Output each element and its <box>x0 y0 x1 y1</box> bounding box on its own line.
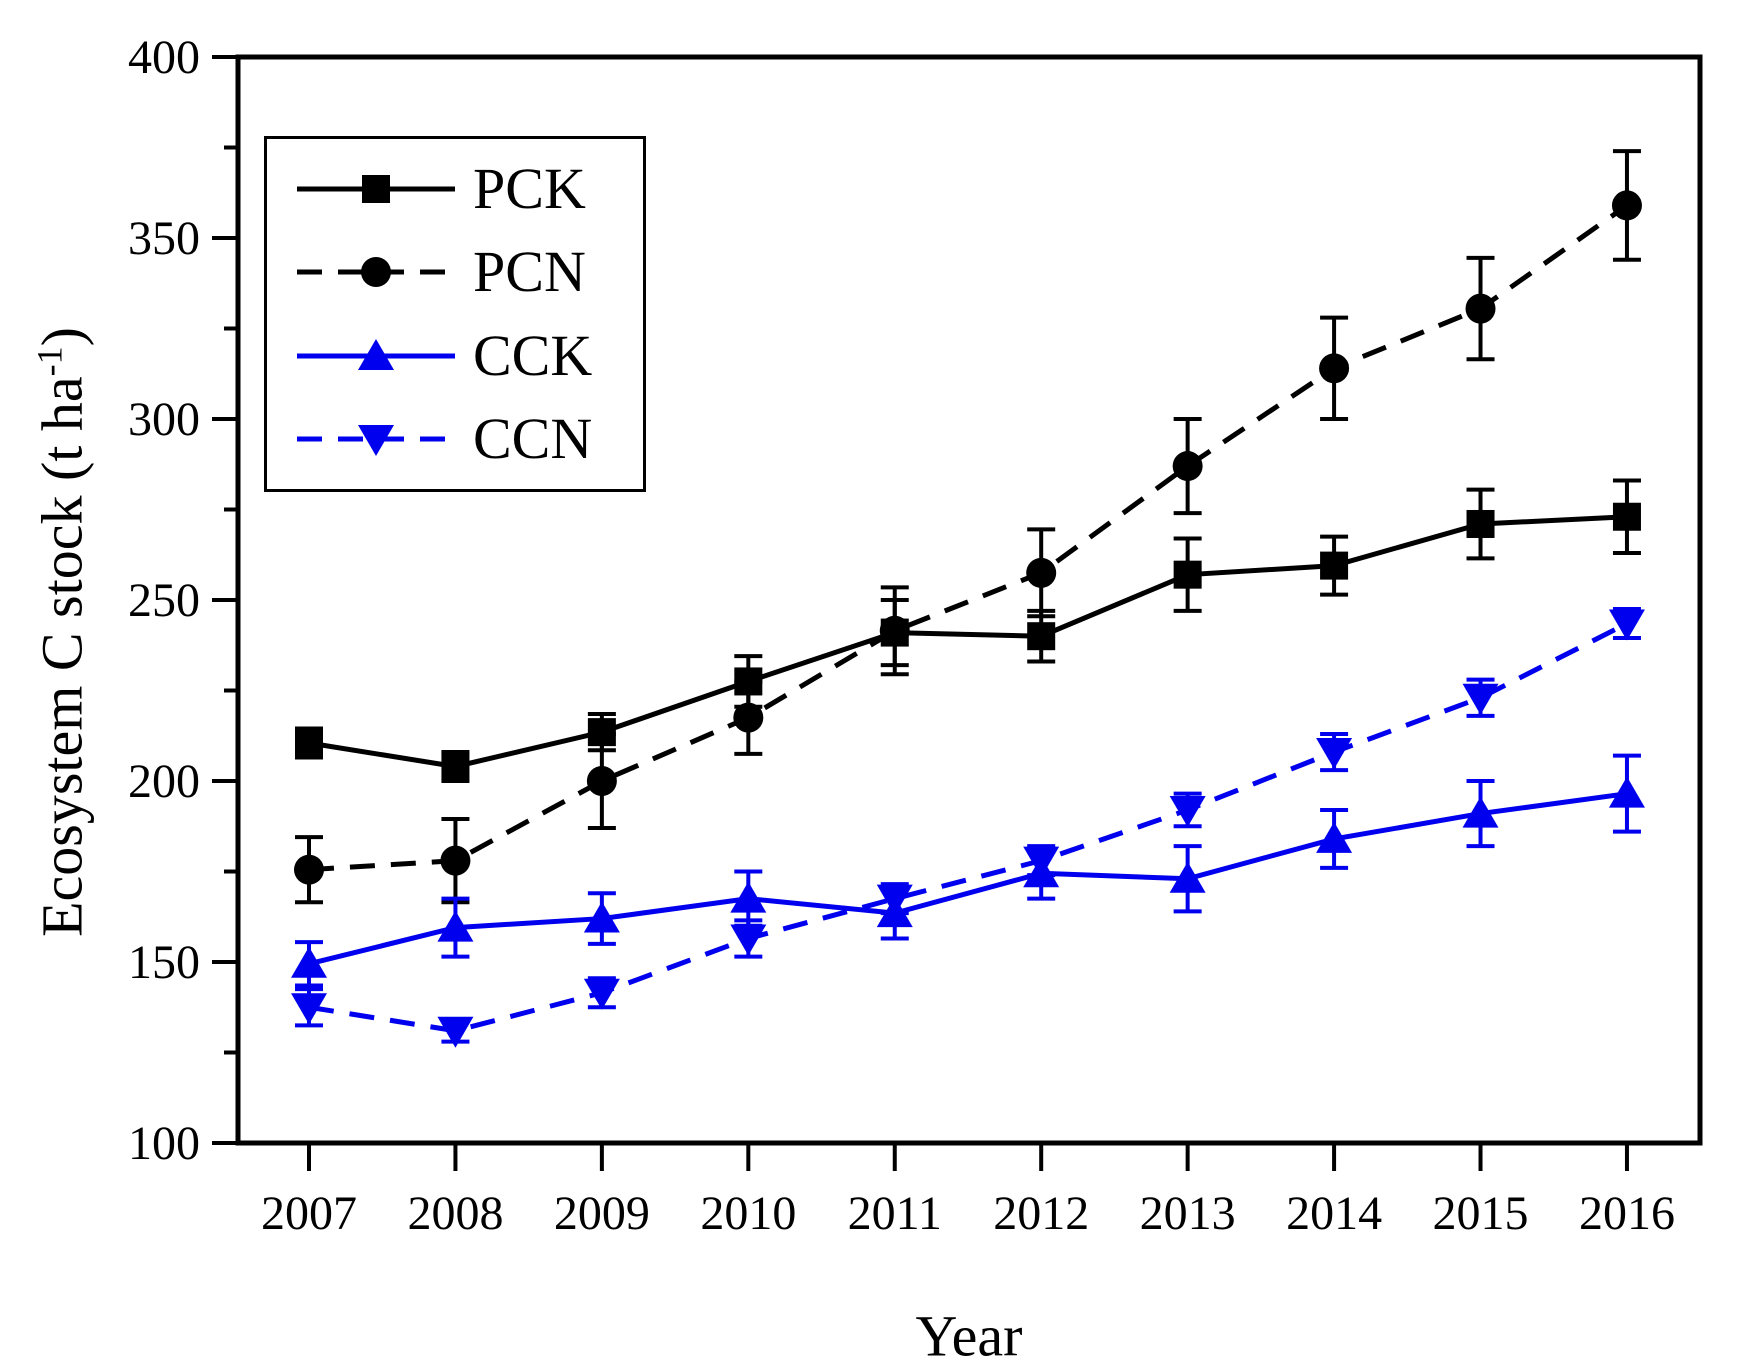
series-line <box>308 621 1629 1034</box>
y-tick-label: 400 <box>128 31 200 84</box>
y-tick-label: 200 <box>128 755 200 808</box>
triangle-down-marker <box>1169 795 1206 827</box>
circle-marker <box>294 854 324 885</box>
x-tick-label: 2013 <box>1140 1187 1236 1240</box>
triangle-down-marker <box>583 978 620 1010</box>
square-marker <box>1173 560 1202 589</box>
series-line <box>308 514 1628 770</box>
x-tick-label: 2008 <box>407 1187 503 1240</box>
triangle-up-marker <box>1316 821 1353 853</box>
pck-line-sample <box>297 174 455 203</box>
x-tick-label: 2007 <box>261 1187 357 1240</box>
legend-item-cck: CCK <box>267 325 643 387</box>
square-marker <box>1320 551 1349 580</box>
x-tick-label: 2012 <box>993 1187 1089 1240</box>
y-tick-label: 100 <box>128 1117 200 1170</box>
circle-marker <box>361 257 391 288</box>
triangle-down-marker <box>1023 846 1060 878</box>
legend-item-ccn: CCN <box>267 408 643 470</box>
circle-marker <box>879 615 910 646</box>
legend-label-ccn: CCN <box>473 406 593 472</box>
triangle-down-marker <box>730 924 767 956</box>
y-tick-label: 350 <box>128 212 200 265</box>
triangle-up-marker <box>291 946 327 978</box>
pcn-line-sample <box>297 257 455 288</box>
circle-marker <box>1026 557 1057 588</box>
circle-marker <box>733 702 764 733</box>
circle-marker <box>1319 353 1350 384</box>
square-marker <box>441 752 470 781</box>
x-tick-label: 2016 <box>1579 1187 1675 1240</box>
square-marker <box>1612 502 1641 531</box>
x-tick-label: 2015 <box>1433 1187 1529 1240</box>
square-marker <box>1466 509 1495 538</box>
square-marker <box>362 174 390 203</box>
ccn-line-sample <box>297 425 455 457</box>
circle-marker <box>586 766 617 796</box>
x-axis-label: Year <box>915 1303 1023 1368</box>
square-marker <box>1027 622 1056 651</box>
y-axis-label-text: Ecosystem C stock (t ha <box>29 376 95 937</box>
legend-label-pck: PCK <box>473 155 586 221</box>
x-tick-label: 2009 <box>554 1187 650 1240</box>
triangle-down-marker <box>1608 609 1645 641</box>
legend-item-pck: PCK <box>267 158 643 220</box>
series-ccn <box>291 607 1645 1048</box>
legend-item-pcn: PCN <box>267 241 643 303</box>
triangle-up-marker <box>358 338 394 370</box>
circle-marker <box>1172 451 1203 482</box>
triangle-down-marker <box>291 993 327 1025</box>
y-tick-label: 150 <box>128 936 200 989</box>
triangle-up-marker <box>1462 796 1499 828</box>
triangle-down-marker <box>1462 683 1499 715</box>
square-marker <box>295 728 323 757</box>
y-axis-label-close: ) <box>29 327 95 347</box>
x-tick-label: 2011 <box>848 1187 942 1240</box>
y-tick-label: 300 <box>128 393 200 446</box>
triangle-up-marker <box>583 901 620 933</box>
legend-label-pcn: PCN <box>473 239 586 305</box>
series-line <box>308 203 1629 873</box>
y-tick-label: 250 <box>128 574 200 627</box>
triangle-up-marker <box>1608 776 1645 808</box>
triangle-up-marker <box>437 910 474 942</box>
triangle-down-marker <box>1316 738 1353 770</box>
triangle-up-marker <box>730 881 767 913</box>
circle-marker <box>1465 293 1496 324</box>
y-axis-label-superscript: -1 <box>29 346 70 377</box>
series-line <box>308 791 1628 967</box>
legend-box: PCK PCN CCK CCN <box>264 136 646 492</box>
x-tick-label: 2014 <box>1286 1187 1382 1240</box>
series-pck <box>295 478 1641 783</box>
series-cck <box>291 753 1645 988</box>
series-pcn <box>294 149 1642 905</box>
y-axis-label: Ecosystem C stock (t ha-1) <box>28 327 95 937</box>
legend-label-cck: CCK <box>473 322 593 388</box>
triangle-down-marker <box>437 1016 474 1048</box>
circle-marker <box>440 845 471 876</box>
triangle-down-marker <box>358 425 394 457</box>
triangle-up-marker <box>1169 861 1206 893</box>
cck-line-sample <box>297 338 455 370</box>
x-tick-label: 2010 <box>700 1187 796 1240</box>
triangle-down-marker <box>876 884 913 916</box>
circle-marker <box>1611 190 1642 221</box>
